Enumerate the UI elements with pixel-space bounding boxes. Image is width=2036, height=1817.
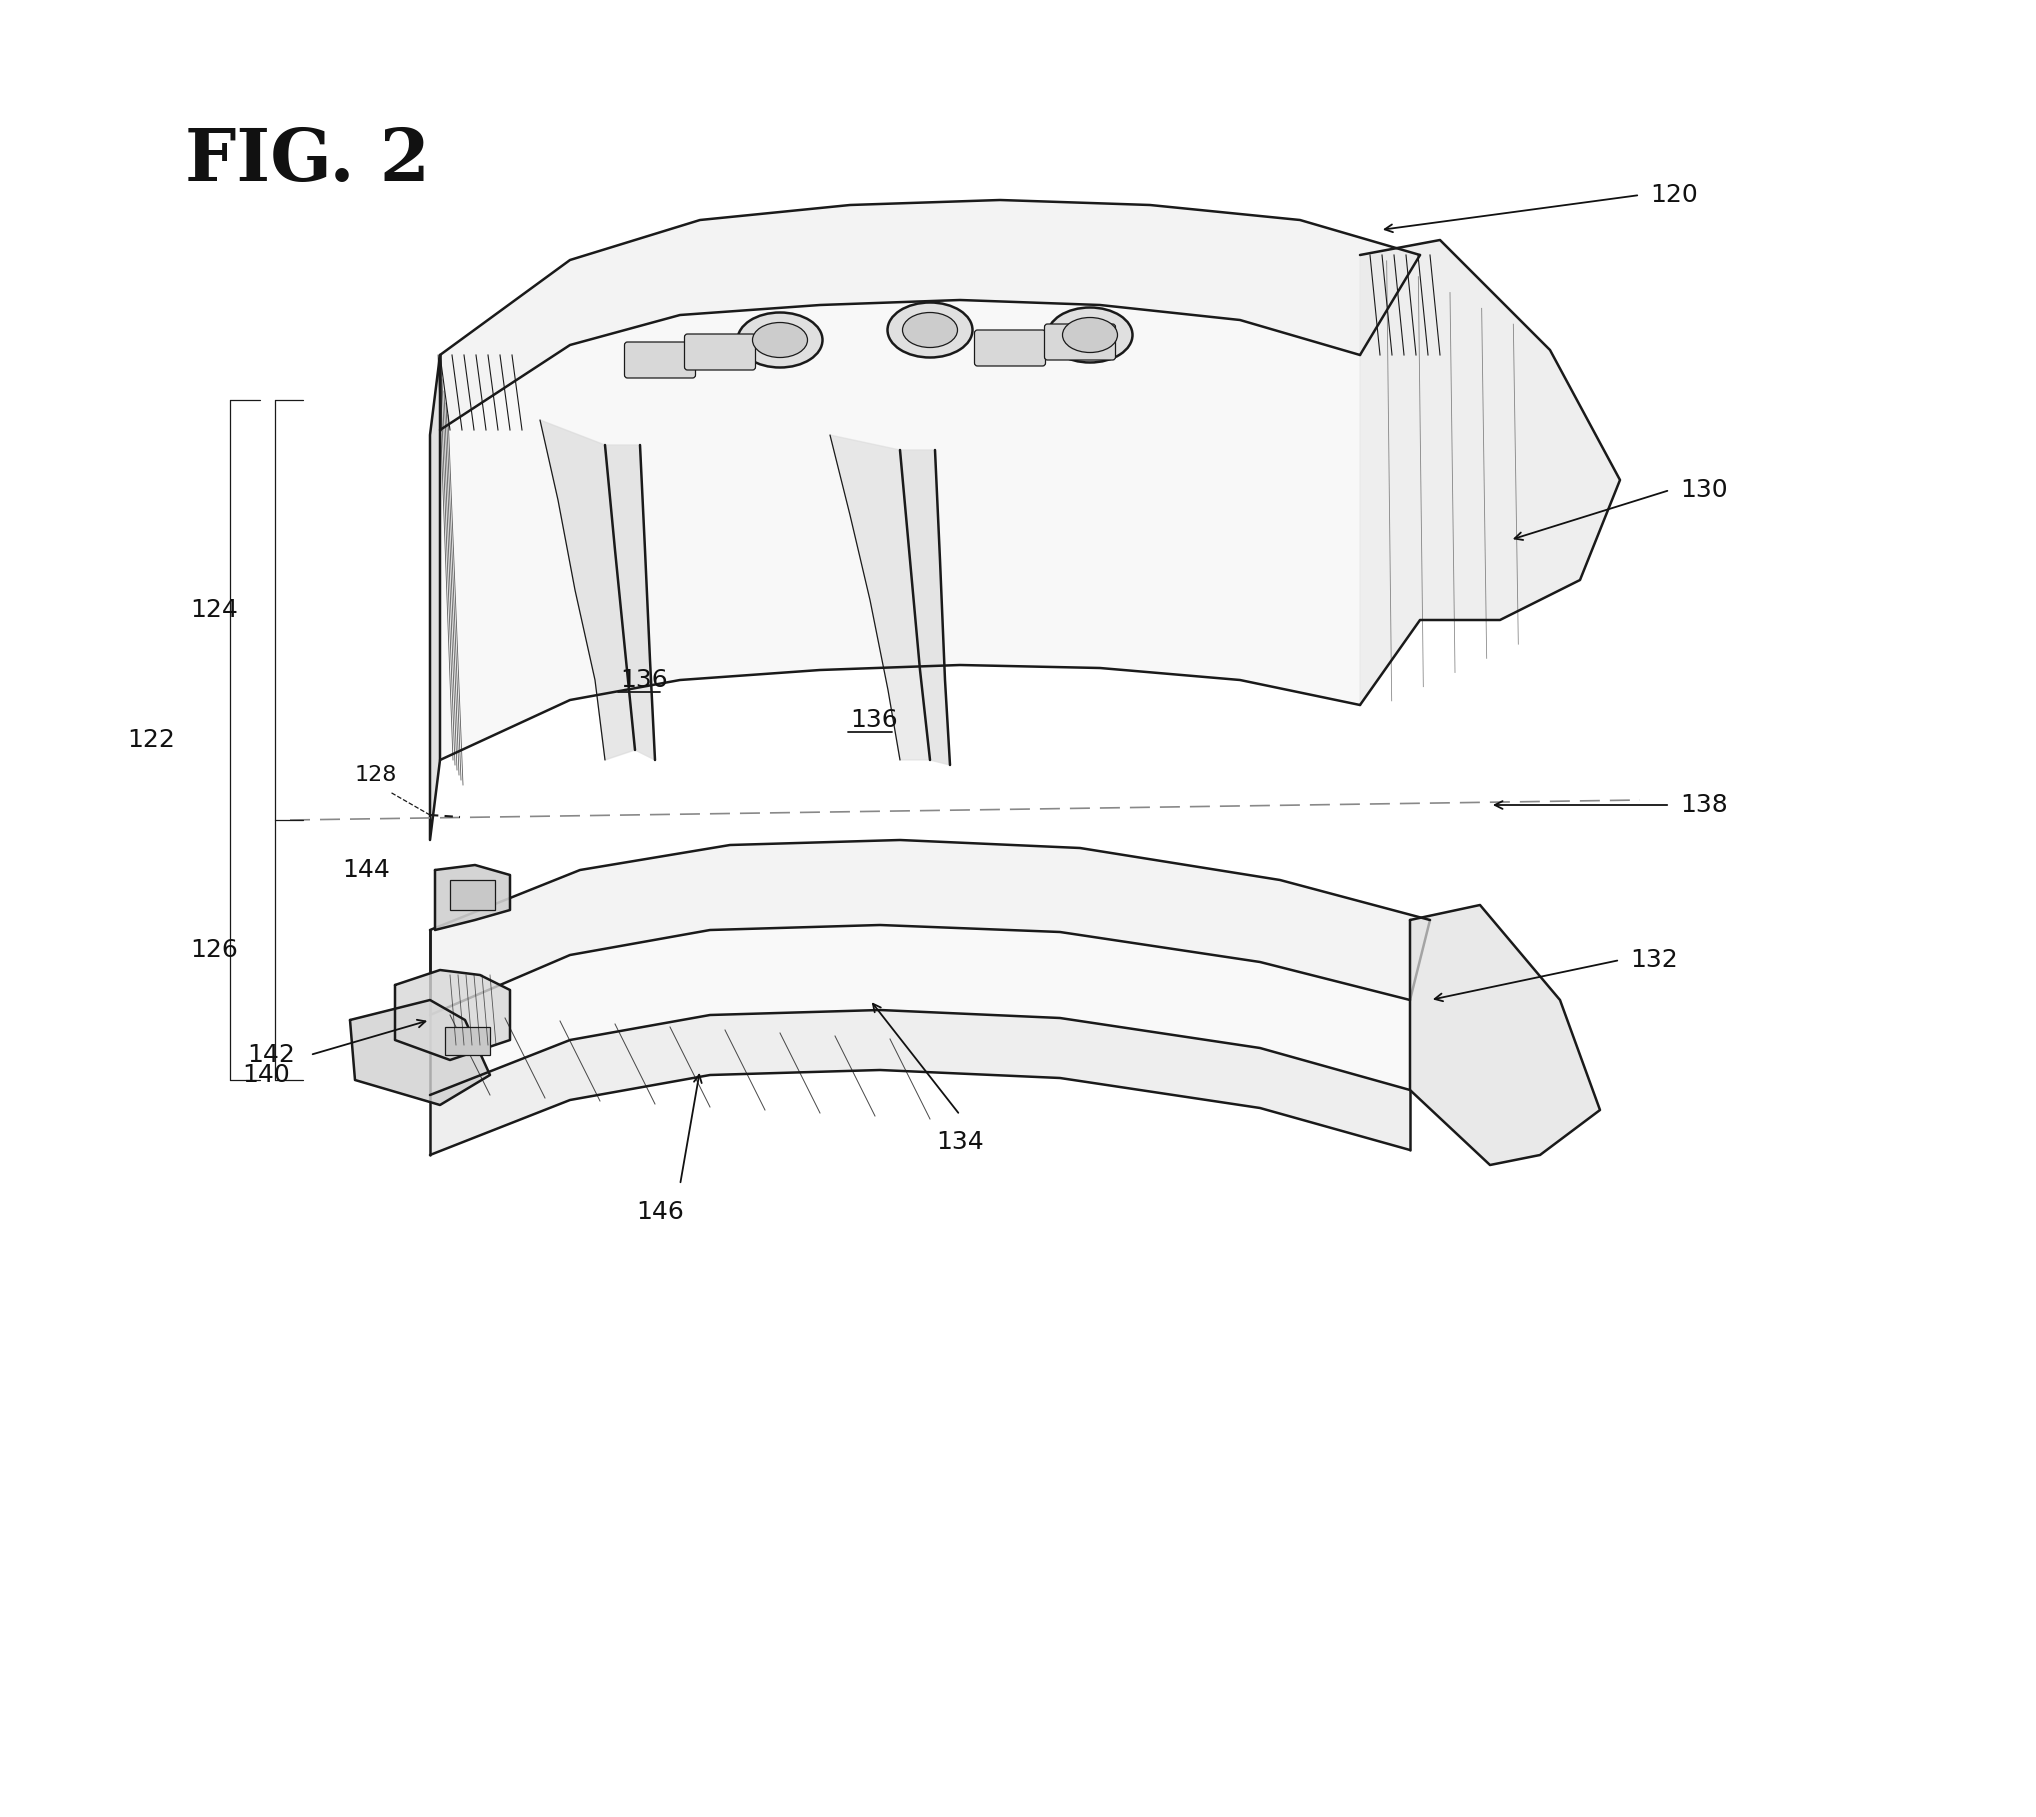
- Polygon shape: [831, 434, 930, 760]
- Polygon shape: [900, 451, 951, 765]
- Text: 126: 126: [189, 938, 238, 961]
- Polygon shape: [540, 420, 635, 760]
- Polygon shape: [440, 200, 1419, 431]
- Ellipse shape: [753, 322, 808, 358]
- Text: 120: 120: [1649, 184, 1698, 207]
- Text: 136: 136: [621, 669, 668, 692]
- Text: 134: 134: [937, 1130, 983, 1154]
- Polygon shape: [430, 1010, 1411, 1156]
- Text: 146: 146: [635, 1199, 684, 1225]
- Text: 128: 128: [354, 765, 397, 785]
- Polygon shape: [430, 354, 440, 839]
- Text: 130: 130: [1680, 478, 1729, 501]
- Polygon shape: [1360, 240, 1621, 705]
- Ellipse shape: [888, 302, 973, 358]
- Polygon shape: [440, 300, 1360, 760]
- Text: FIG. 2: FIG. 2: [185, 125, 430, 196]
- Ellipse shape: [1063, 318, 1118, 352]
- Text: 122: 122: [126, 729, 175, 752]
- FancyBboxPatch shape: [1044, 323, 1116, 360]
- Polygon shape: [350, 999, 491, 1105]
- Text: 144: 144: [342, 858, 391, 881]
- Text: 138: 138: [1680, 792, 1729, 818]
- Polygon shape: [395, 970, 509, 1059]
- Text: 142: 142: [246, 1043, 295, 1067]
- Text: 136: 136: [849, 709, 898, 732]
- Polygon shape: [605, 445, 656, 760]
- Ellipse shape: [1047, 307, 1132, 363]
- FancyBboxPatch shape: [975, 331, 1047, 365]
- Polygon shape: [430, 839, 1429, 1016]
- Polygon shape: [436, 865, 509, 930]
- Ellipse shape: [737, 313, 823, 367]
- Text: 132: 132: [1631, 948, 1678, 972]
- FancyBboxPatch shape: [684, 334, 755, 371]
- Ellipse shape: [902, 313, 957, 347]
- Text: 140: 140: [242, 1063, 289, 1087]
- Bar: [450, 879, 495, 910]
- Text: 124: 124: [189, 598, 238, 621]
- FancyBboxPatch shape: [625, 342, 696, 378]
- Polygon shape: [430, 925, 1411, 1096]
- Polygon shape: [1411, 905, 1600, 1165]
- Bar: [446, 1027, 491, 1056]
